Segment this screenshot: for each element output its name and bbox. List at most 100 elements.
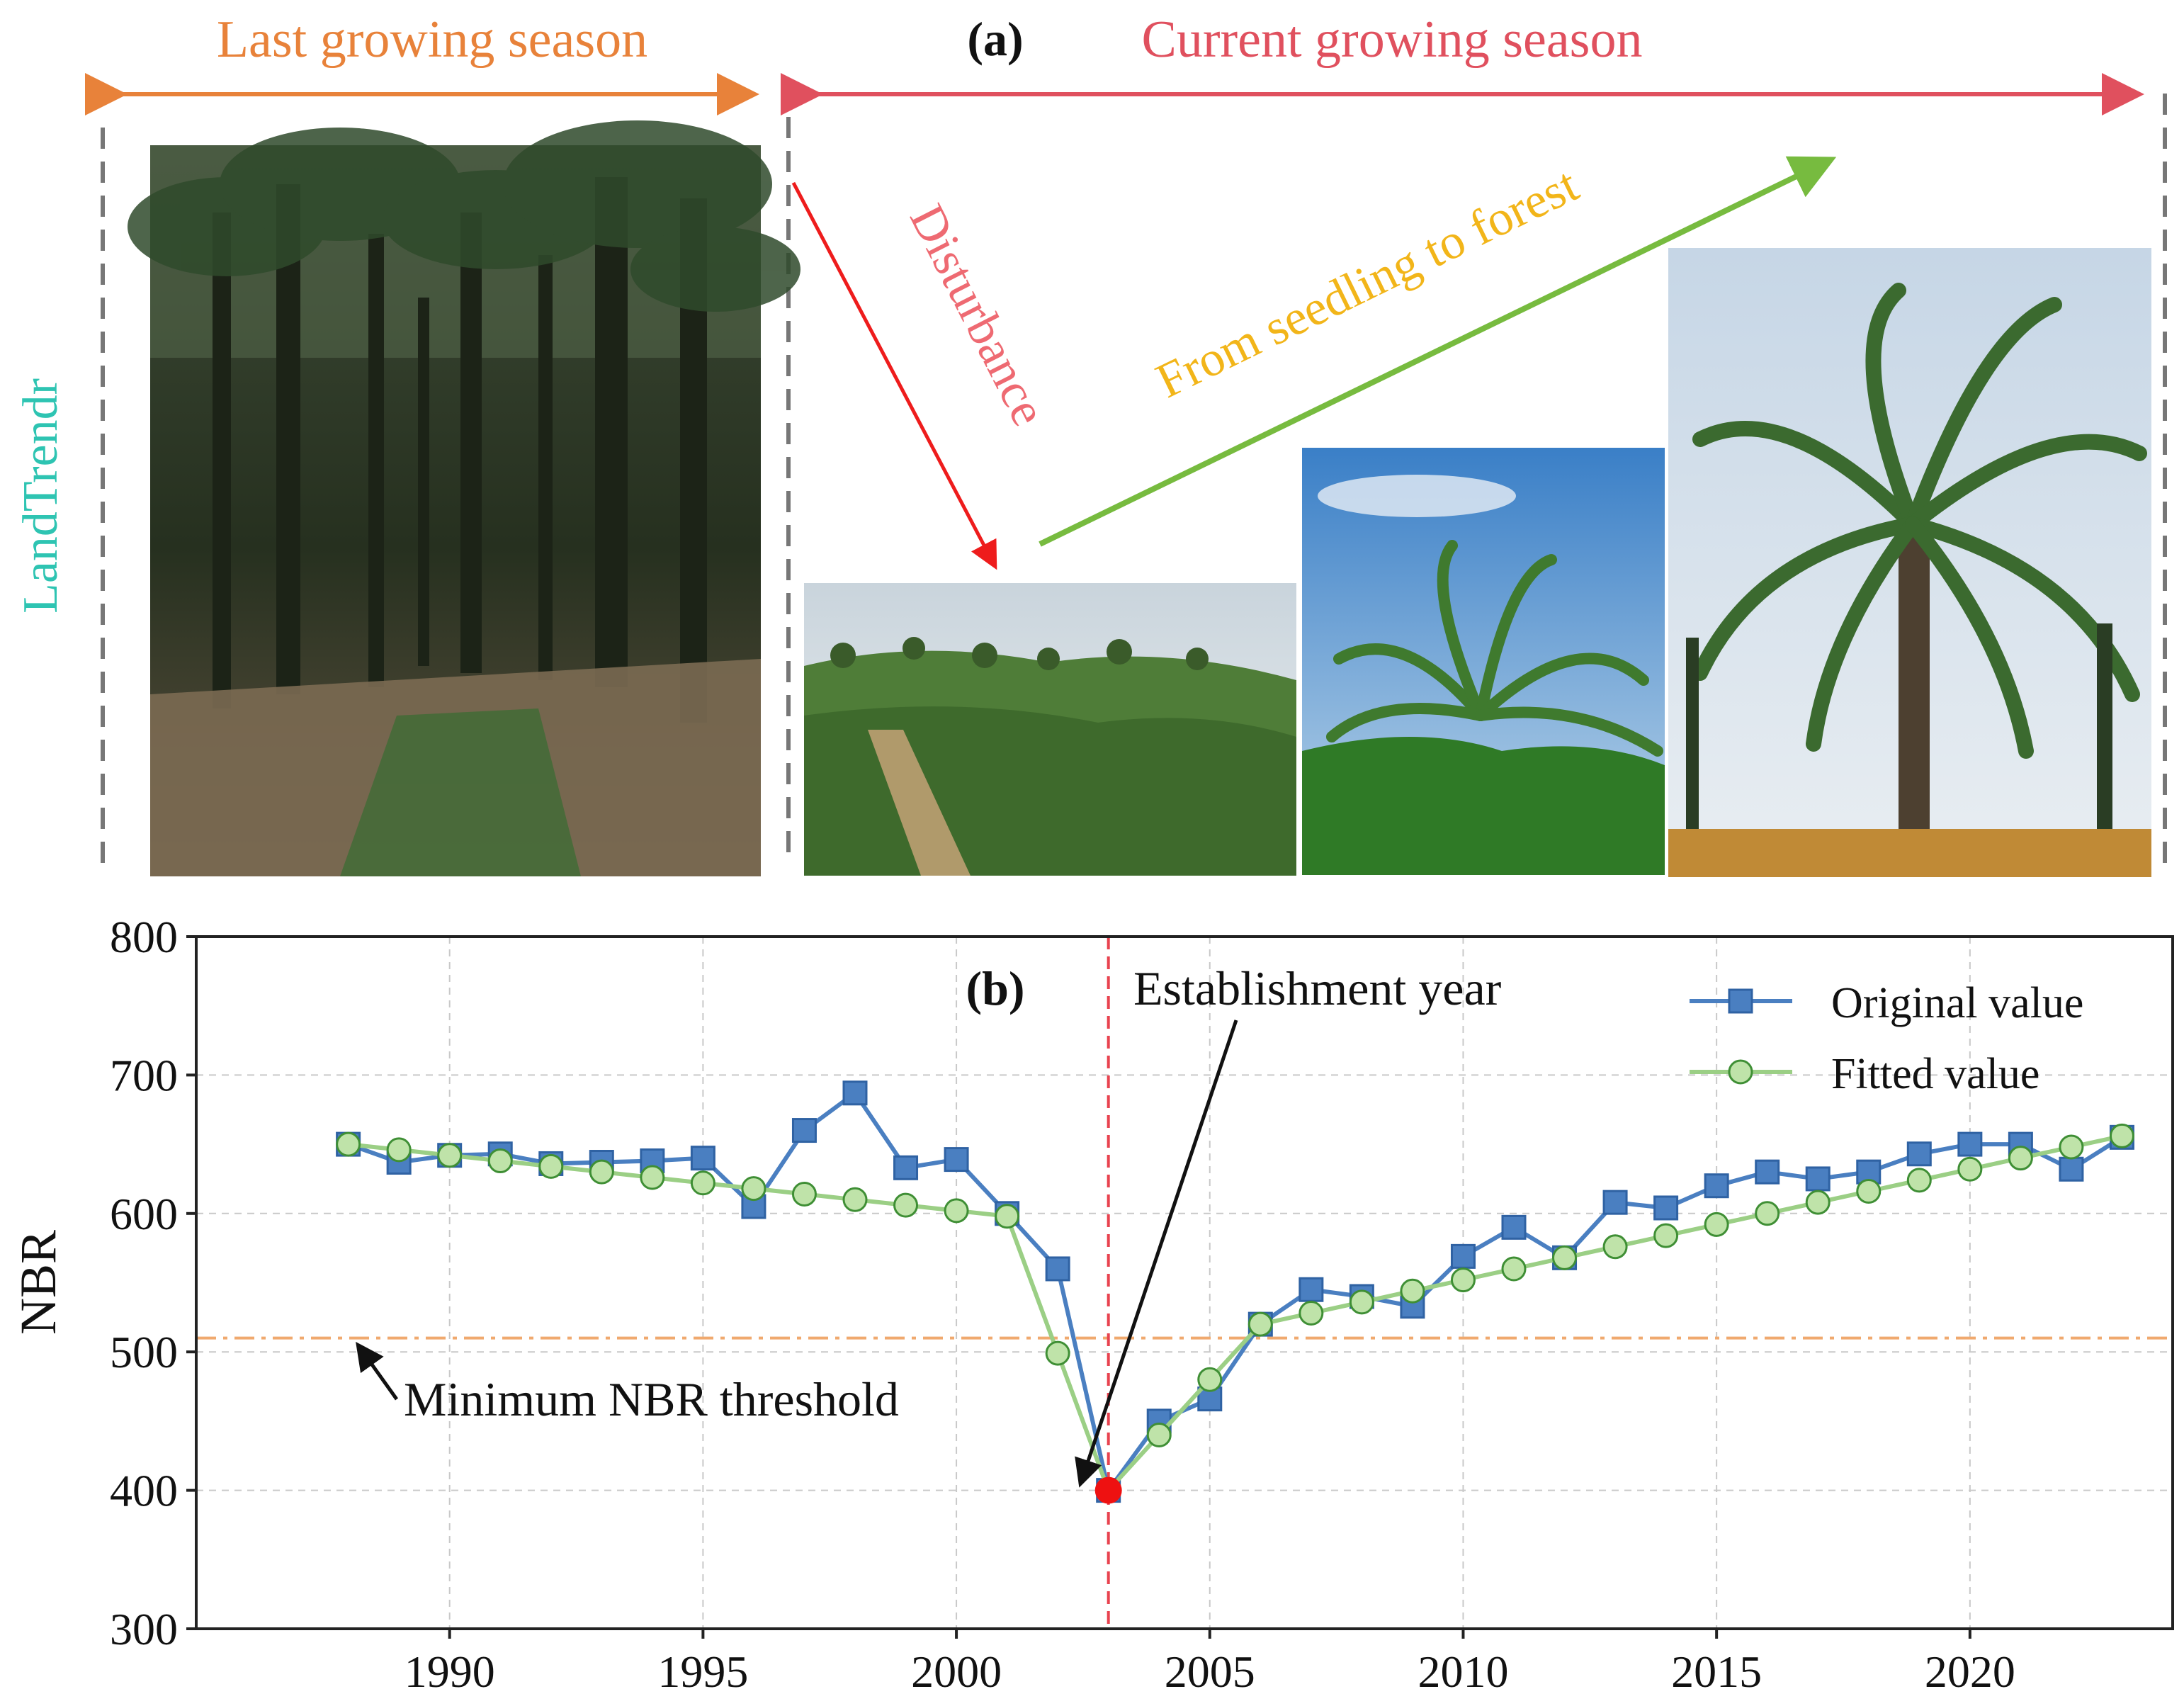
fitted-point <box>1755 1201 1780 1226</box>
disturbance-arrow <box>791 181 997 570</box>
original-point <box>1805 1166 1831 1192</box>
fitted-point <box>1146 1422 1172 1447</box>
y-axis-label: NBR <box>10 1230 67 1335</box>
x-tick-label: 2000 <box>911 1646 1002 1697</box>
y-tick-label: 400 <box>110 1466 178 1516</box>
fitted-point <box>1856 1179 1882 1204</box>
fitted-point <box>2059 1134 2084 1160</box>
series-original <box>336 1080 2134 1503</box>
fitted-point <box>386 1137 412 1163</box>
original-point <box>893 1155 919 1180</box>
original-point <box>1755 1159 1780 1185</box>
fitted-point <box>1704 1211 1729 1237</box>
y-tick-label: 500 <box>110 1327 178 1377</box>
fitted-point <box>487 1148 513 1174</box>
fitted-point <box>1501 1256 1527 1282</box>
legend-original-marker <box>1728 988 1753 1014</box>
x-tick-label: 2020 <box>1925 1646 2015 1697</box>
fitted-point <box>842 1187 868 1212</box>
x-tick-label: 2005 <box>1165 1646 1255 1697</box>
fitted-point <box>791 1181 817 1207</box>
algorithm-label: LandTrendr <box>13 378 68 614</box>
fitted-point <box>437 1143 463 1168</box>
fitted-point <box>640 1165 665 1190</box>
fitted-point <box>1197 1367 1223 1392</box>
original-point <box>1298 1277 1324 1302</box>
cleared-seedling-field-photo <box>804 583 1296 876</box>
fitted-point <box>944 1198 969 1224</box>
fitted-point <box>538 1153 564 1179</box>
fitted-point <box>1298 1300 1324 1326</box>
fitted-point <box>589 1159 614 1185</box>
x-tick-label: 1990 <box>404 1646 495 1697</box>
fitted-point <box>1653 1223 1679 1248</box>
chart-grid <box>196 937 2173 1629</box>
original-point <box>690 1146 715 1171</box>
legend-fitted-marker <box>1728 1059 1753 1085</box>
y-tick-label: 700 <box>110 1050 178 1100</box>
x-tick-label: 2010 <box>1418 1646 1508 1697</box>
legend-original-label: Original value <box>1831 979 2083 1027</box>
y-tick-label: 800 <box>110 912 178 962</box>
original-point <box>1653 1195 1679 1221</box>
fitted-point <box>2109 1123 2134 1148</box>
fitted-point <box>690 1170 715 1196</box>
original-point <box>1045 1256 1070 1282</box>
original-point <box>1957 1131 1983 1157</box>
mature-palm-photo <box>1668 248 2151 877</box>
panel-b-label: (b) <box>966 961 1024 1015</box>
fitted-point <box>1552 1245 1578 1270</box>
original-point <box>944 1147 969 1173</box>
growth-arrow <box>1039 156 1837 547</box>
original-point <box>791 1118 817 1143</box>
establishment-year-label: Establishment year <box>1133 961 1502 1015</box>
legend: Original value Fitted value <box>1690 979 2083 1098</box>
y-tick-label: 300 <box>110 1604 178 1654</box>
original-point <box>842 1080 868 1106</box>
fitted-point <box>1450 1267 1476 1293</box>
fitted-point <box>741 1176 766 1202</box>
young-palm-photo <box>1302 448 1665 875</box>
x-tick-label: 1995 <box>657 1646 748 1697</box>
original-point <box>1450 1243 1476 1269</box>
establishment-point <box>1094 1476 1122 1504</box>
mature-plantation-photo <box>128 120 800 876</box>
panel-a-label: (a) <box>967 12 1023 66</box>
current-season-label: Current growing season <box>1142 11 1643 69</box>
original-point <box>1501 1214 1527 1240</box>
legend-fitted-label: Fitted value <box>1831 1050 2039 1098</box>
establishment-annotation-arrow <box>1075 1019 1238 1488</box>
nbr-chart: 1990 1995 2000 2005 2010 2015 2020 300 400 500 600… <box>10 912 2174 1697</box>
fitted-point <box>1602 1234 1628 1260</box>
series-layer <box>336 1080 2134 1504</box>
original-point <box>1906 1141 1932 1167</box>
original-point <box>2059 1156 2084 1182</box>
series-line <box>348 1134 2123 1493</box>
fitted-point <box>1045 1340 1070 1366</box>
fitted-point <box>336 1131 361 1157</box>
fitted-point <box>1805 1190 1831 1215</box>
x-tick-label: 2015 <box>1671 1646 1762 1697</box>
growth-label: From seedling to forest <box>1148 157 1588 409</box>
original-point <box>1704 1173 1729 1199</box>
axis-ticks: 1990 1995 2000 2005 2010 2015 2020 300 400 500 600… <box>110 912 2015 1697</box>
series-fitted <box>336 1123 2134 1503</box>
original-point <box>1602 1190 1628 1215</box>
fitted-point <box>1957 1156 1983 1182</box>
series-line <box>347 1090 2124 1493</box>
fitted-point <box>1400 1278 1425 1304</box>
threshold-label: Minimum NBR threshold <box>404 1372 899 1426</box>
fitted-point <box>893 1192 919 1218</box>
fitted-point <box>1349 1289 1374 1315</box>
fitted-point <box>995 1204 1020 1229</box>
last-season-label: Last growing season <box>217 11 647 69</box>
plot-frame <box>195 935 2174 1630</box>
fitted-point <box>1906 1168 1932 1193</box>
threshold-annotation-arrow <box>356 1341 399 1401</box>
y-tick-label: 600 <box>110 1189 178 1239</box>
disturbance-label: Disturbance <box>899 196 1056 434</box>
fitted-point <box>1247 1311 1273 1337</box>
fitted-point <box>2008 1146 2033 1171</box>
panel-a: (a) Last growing season Current growing … <box>13 11 2167 877</box>
